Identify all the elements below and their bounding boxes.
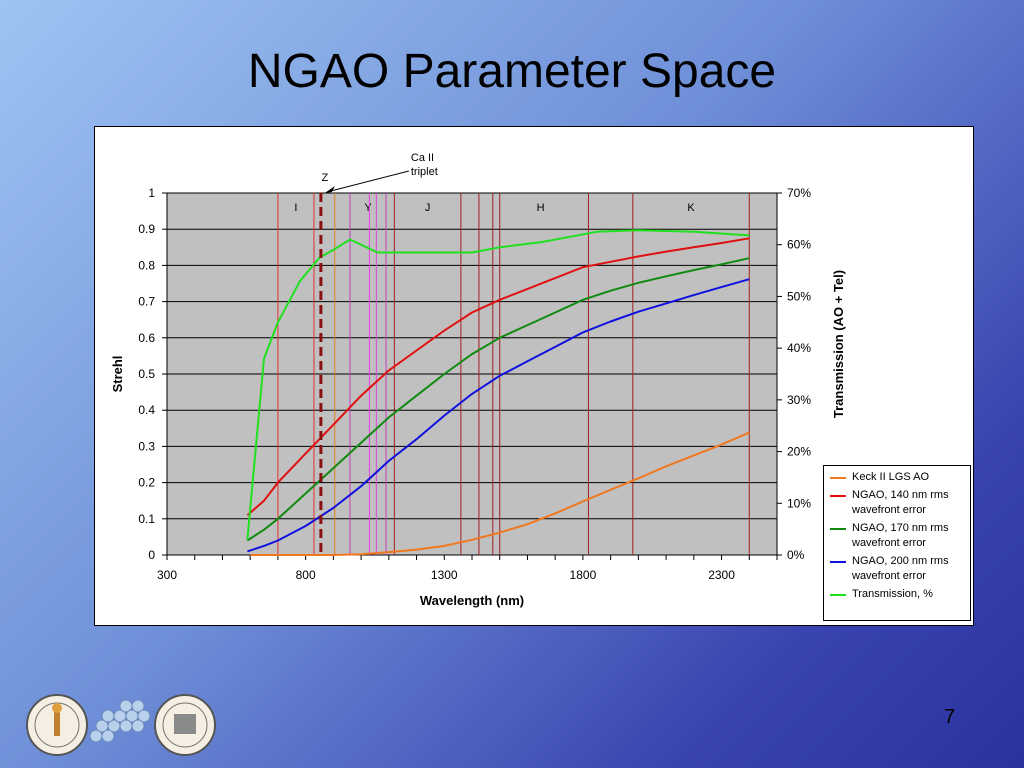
slide-title: NGAO Parameter Space — [247, 45, 777, 98]
series-line — [247, 278, 750, 553]
series-line — [250, 431, 750, 556]
y2-axis-title: Transmission (AO + Tel) — [831, 270, 846, 418]
legend-swatch — [830, 594, 846, 596]
caltech-seal-logo — [26, 694, 88, 756]
legend-label: NGAO, 200 nm rms wavefront error — [852, 555, 949, 582]
x-axis-title: Wavelength (nm) — [420, 593, 524, 608]
y-tick-label: 0 — [148, 548, 155, 562]
y2-tick-label: 0% — [787, 548, 805, 562]
chart-legend: Keck II LGS AO NGAO, 140 nm rms wavefront… — [823, 465, 971, 621]
legend-item: NGAO, 170 nm rms wavefront error — [830, 521, 966, 551]
x-tick-label: 800 — [296, 568, 316, 582]
page-number: 7 — [944, 706, 956, 728]
series-line — [246, 257, 750, 542]
y2-tick-label: 40% — [787, 341, 811, 355]
x-tick-label: 1300 — [431, 568, 458, 582]
x-tick-label: 1800 — [570, 568, 597, 582]
y2-tick-label: 50% — [787, 289, 811, 303]
y-tick-label: 0.9 — [138, 222, 155, 236]
logos — [26, 694, 216, 756]
y-tick-label: 0.3 — [138, 439, 155, 453]
annotation-label: Ca II — [411, 152, 434, 164]
uc-seal-logo — [154, 694, 216, 756]
legend-swatch — [830, 495, 846, 497]
y-tick-label: 0.2 — [138, 476, 155, 490]
series-line — [246, 237, 750, 516]
x-tick-label: 300 — [157, 568, 177, 582]
strehl-transmission-chart: 00.10.20.30.40.50.60.70.80.910%10%20%30%… — [110, 152, 846, 608]
band-label: H — [537, 202, 545, 214]
y-tick-label: 1 — [148, 186, 155, 200]
legend-label: NGAO, 140 nm rms wavefront error — [852, 489, 949, 516]
legend-label: Keck II LGS AO — [852, 471, 930, 483]
legend-item: Transmission, % — [830, 587, 966, 602]
chart-container: 0 0.1 0.2 0.3 0.4 0.5 0.6 0.7 0.8 0.9 1 0% 10% 20% 30%… — [94, 126, 974, 626]
y-tick-label: 0.4 — [138, 403, 155, 417]
annotation-label: triplet — [411, 166, 438, 178]
y-tick-label: 0.8 — [138, 258, 155, 272]
y-tick-label: 0.7 — [138, 295, 155, 309]
y2-tick-label: 10% — [787, 496, 811, 510]
x-tick-label: 2300 — [708, 568, 735, 582]
legend-label: Transmission, % — [852, 588, 933, 600]
y2-tick-label: 20% — [787, 445, 811, 459]
y2-tick-label: 60% — [787, 238, 811, 252]
band-label: J — [425, 202, 431, 214]
y-tick-label: 0.5 — [138, 367, 155, 381]
band-label: K — [687, 202, 695, 214]
y-axis-title: Strehl — [110, 356, 125, 393]
legend-swatch — [830, 477, 846, 479]
y-tick-label: 0.1 — [138, 512, 155, 526]
legend-item: NGAO, 140 nm rms wavefront error — [830, 488, 966, 518]
annotation-arrow — [326, 170, 410, 193]
legend-label: NGAO, 170 nm rms wavefront error — [852, 522, 949, 549]
legend-swatch — [830, 561, 846, 563]
legend-item: NGAO, 200 nm rms wavefront error — [830, 554, 966, 584]
y2-tick-label: 30% — [787, 393, 811, 407]
series-line — [246, 229, 750, 540]
legend-swatch — [830, 528, 846, 530]
z-marker-label: Z — [322, 172, 329, 184]
legend-item: Keck II LGS AO — [830, 470, 966, 485]
annotation-arrowhead — [324, 186, 335, 193]
band-label: Y — [364, 202, 372, 214]
band-label: I — [294, 202, 297, 214]
keck-mirror-logo — [89, 699, 151, 743]
y2-tick-label: 70% — [787, 186, 811, 200]
y-tick-label: 0.6 — [138, 331, 155, 345]
